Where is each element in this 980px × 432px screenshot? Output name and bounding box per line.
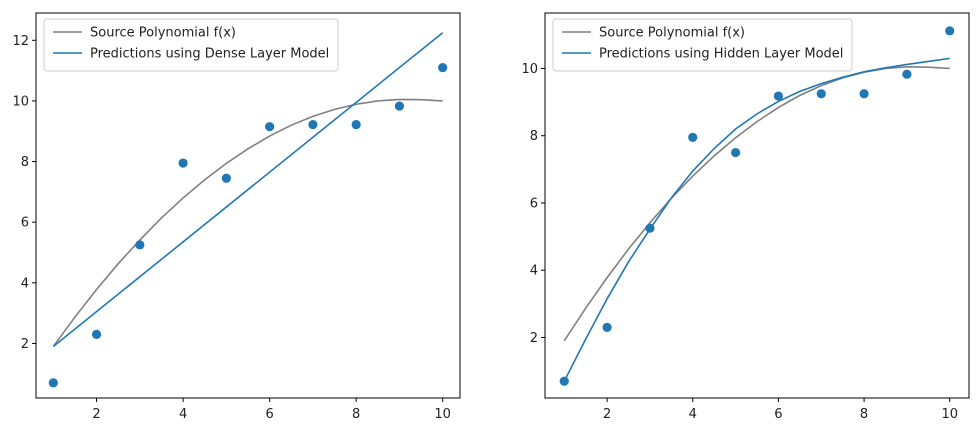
left-series-line-1: [52, 32, 444, 348]
right-scatter-point: [602, 322, 612, 332]
right-scatter-point: [730, 147, 741, 158]
right-x-tick-label: 4: [689, 407, 697, 422]
left-y-tick-label: 12: [12, 34, 29, 49]
right-x-tick-label: 8: [860, 407, 868, 422]
left-axes-frame: [35, 12, 461, 399]
right-scatter-point: [773, 91, 784, 101]
left-scatter-point: [265, 122, 275, 132]
left-y-tick-label: 10: [12, 94, 29, 109]
left-x-tick-label: 10: [434, 407, 451, 422]
right-scatter-point: [902, 69, 912, 79]
left-legend-label: Predictions using Dense Layer Model: [90, 47, 329, 62]
right-axes-frame: [544, 12, 970, 399]
left-scatter-point: [135, 240, 145, 250]
left-x-tick-label: 8: [352, 407, 360, 422]
left-x-tick-label: 6: [265, 407, 273, 422]
left-x-tick-label: 2: [92, 407, 100, 422]
right-scatter-point: [816, 89, 826, 99]
right-y-tick-label: 4: [530, 264, 538, 279]
right-scatter-point: [645, 223, 655, 233]
left-scatter-point: [351, 119, 361, 130]
left-scatter-point: [438, 62, 448, 73]
left-y-tick-label: 6: [21, 216, 29, 231]
right-y-tick-label: 8: [530, 129, 538, 144]
right-scatter-point: [859, 89, 869, 99]
left-scatter-point: [178, 158, 188, 168]
right-scatter-point: [688, 132, 698, 143]
right-x-tick-label: 6: [774, 407, 782, 422]
left-scatter-point: [91, 329, 102, 339]
right-series-line-1: [563, 57, 950, 382]
left-y-tick-label: 8: [21, 155, 29, 170]
right-x-tick-label: 2: [603, 407, 611, 422]
right-scatter-point: [559, 376, 569, 386]
left-y-tick-label: 2: [21, 337, 29, 352]
left-legend-label: Source Polynomial f(x): [90, 26, 236, 41]
right-y-tick-label: 6: [530, 196, 538, 211]
left-x-tick-label: 4: [179, 407, 187, 422]
right-y-tick-label: 2: [530, 331, 538, 346]
right-legend: Source Polynomial f(x) Predictions using …: [552, 18, 853, 72]
left-scatter-point: [221, 173, 231, 183]
right-legend-frame: [552, 18, 853, 72]
right-scatter-point: [945, 26, 955, 36]
right-x-tick-label: 10: [941, 407, 958, 422]
left-y-tick-label: 4: [21, 276, 29, 291]
left-legend-frame: [43, 18, 339, 72]
right-legend-label: Predictions using Hidden Layer Model: [599, 47, 843, 62]
left-scatter-point: [48, 378, 58, 388]
left-scatter-point: [308, 119, 318, 130]
right-y-tick-label: 10: [521, 62, 538, 77]
right-chart-panel: 2 4 6 8 10 2 4 6 8 10 Source Polynomial f(x) Predic…: [521, 12, 970, 422]
left-series-line-0: [52, 98, 443, 347]
left-legend: Source Polynomial f(x) Predictions using …: [43, 18, 339, 72]
left-scatter-point: [394, 101, 405, 111]
right-legend-label: Source Polynomial f(x): [599, 26, 745, 41]
left-chart-panel: 2 4 6 8 10 2 4 6 8 10 12 Source Polynomial f(x) Pred…: [12, 12, 461, 422]
